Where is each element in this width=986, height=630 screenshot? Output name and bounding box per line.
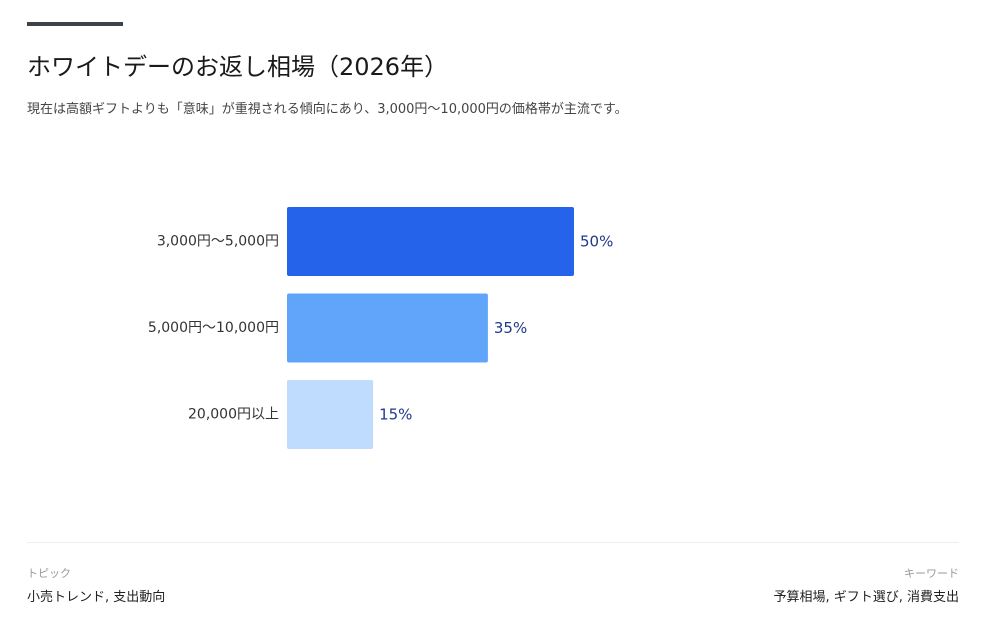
title-accent-rule — [27, 22, 123, 26]
category-label: 20,000円以上 — [188, 407, 279, 423]
data-label: 50% — [580, 233, 613, 251]
category-label: 3,000円〜5,000円 — [157, 234, 279, 250]
bar-chart: 3,000円〜5,000円 50% 5,000円〜10,000円 35% 20,000円… — [148, 207, 613, 449]
page-subtitle: 現在は高額ギフトよりも「意味」が重視される傾向にあり、3,000円〜10,000… — [27, 102, 628, 117]
data-label: 15% — [379, 406, 412, 424]
footer-topic: トピック 小売トレンド, 支出動向 — [27, 566, 165, 608]
category-label: 5,000円〜10,000円 — [148, 320, 279, 336]
bar — [287, 380, 374, 449]
page-title: ホワイトデーのお返し相場（2026年） — [27, 53, 449, 81]
data-label: 35% — [494, 319, 527, 337]
footer-divider — [27, 542, 959, 543]
footer-topic-label: トピック — [27, 567, 71, 580]
bar — [287, 293, 488, 363]
footer-keywords-label: キーワード — [904, 567, 959, 580]
footer-topic-value: 小売トレンド, 支出動向 — [27, 590, 166, 605]
bar — [287, 207, 574, 276]
footer-keywords-value: 予算相場, ギフト選び, 消費支出 — [773, 590, 959, 605]
footer-keywords: キーワード 予算相場, ギフト選び, 消費支出 — [773, 566, 959, 608]
